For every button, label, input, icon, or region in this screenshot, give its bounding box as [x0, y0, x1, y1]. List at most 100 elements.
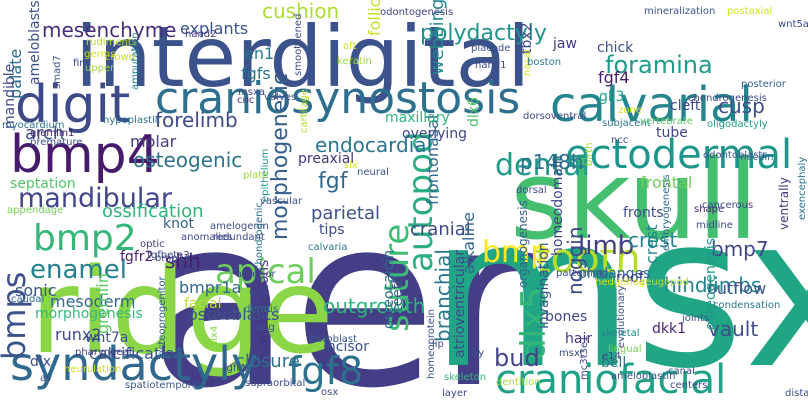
- word-homeoprotein: homeoprotein: [426, 309, 437, 379]
- word-ectodermal: ectodermal: [565, 132, 792, 178]
- word-digit: digit: [15, 75, 130, 135]
- word-shape: shape: [694, 204, 724, 215]
- word-ray: ray: [468, 348, 484, 359]
- word-hand1: hand1: [475, 60, 507, 71]
- word-fin: fin: [73, 58, 86, 69]
- word-facial: facial: [184, 296, 222, 312]
- word-osteogenesis: osteogenesis: [703, 238, 719, 330]
- word-lingual: lingual: [608, 344, 642, 355]
- word-rudiments: rudiments: [86, 37, 137, 48]
- word-molar: molar: [130, 132, 177, 151]
- word-nog: nog: [256, 322, 275, 333]
- word-outflow: outflow: [707, 279, 766, 298]
- word-ridge: ridge: [30, 242, 334, 380]
- word-fgfr1: fgfr1: [223, 363, 247, 374]
- word-fgfr2: fgfr2: [120, 249, 153, 265]
- word-crown: crown: [105, 52, 135, 63]
- word-wnt7a: wnt7a: [85, 330, 128, 346]
- word-en1: en1: [244, 44, 274, 63]
- word-dental: dental: [495, 148, 590, 183]
- word-nasal: nasal: [522, 49, 533, 76]
- word-overlying: overlying: [402, 126, 467, 142]
- word-fgf4: fgf4: [598, 68, 630, 87]
- word-branchial: branchial: [431, 249, 455, 342]
- word-endocardial: endocardial: [315, 133, 432, 157]
- word-smoothened: smoothened: [293, 14, 304, 76]
- word-odontogenesis: odontogenesis: [380, 7, 453, 18]
- word-fgf: fgf: [318, 169, 349, 194]
- word-upper: upper: [85, 63, 115, 74]
- word-bmp2: bmp2: [33, 218, 137, 259]
- word-centers: centers: [670, 380, 707, 391]
- word-ameloblasts: ameloblasts: [27, 0, 43, 85]
- word-calvaria: calvaria: [308, 242, 347, 253]
- word-skeleton: skeleton: [444, 372, 486, 383]
- word-syndactyly: syndactyly: [10, 337, 258, 391]
- word-ossification: ossification: [102, 201, 204, 222]
- word-necdin: necdin: [740, 152, 773, 163]
- word-interdigital: interdigital: [75, 8, 530, 106]
- word-phalanges: phalanges: [578, 266, 650, 282]
- word-fronts: fronts: [623, 205, 664, 221]
- word-hypoplastic: hypoplastic: [103, 115, 160, 126]
- word-birth: birth: [584, 143, 595, 167]
- word-dlx6: dlx6: [466, 97, 482, 127]
- word-dkk1: dkk1: [652, 321, 686, 337]
- word-gremlin1: gremlin1: [30, 128, 74, 139]
- word-germs: germs: [84, 49, 115, 60]
- word-closure: closure: [235, 351, 300, 372]
- word-crest: crest: [628, 228, 678, 252]
- word-bmps: bmps: [0, 272, 33, 360]
- word-subjacent: subjacent: [602, 118, 651, 129]
- word-autopod: autopod: [401, 132, 441, 272]
- word-incisor: incisor: [323, 339, 369, 355]
- word-dorsoventral: dorsoventral: [523, 111, 586, 122]
- word-arch: arch: [25, 123, 64, 144]
- word-postaxial: postaxial: [727, 6, 772, 17]
- word-bmpr1a: bmpr1a: [179, 278, 241, 297]
- word-dlx: dlx: [30, 354, 51, 370]
- word-zone: zone: [618, 105, 642, 116]
- word-bones: bones: [545, 309, 587, 325]
- word-exencephaly: exencephaly: [797, 157, 808, 220]
- word-osx: osx: [321, 387, 338, 398]
- word-tbx2: tbx2: [519, 22, 535, 54]
- word-appendage: appendage: [7, 205, 63, 216]
- word-aer: aer: [148, 167, 534, 404]
- word-foramina: foramina: [605, 51, 713, 79]
- word-tooth: tooth: [535, 236, 641, 282]
- word-organogenesis: organogenesis: [516, 200, 530, 288]
- word-msxc: msxc: [559, 348, 585, 359]
- word-dorsal: dorsal: [516, 185, 547, 196]
- word-mesenchyme: mesenchyme: [42, 18, 176, 42]
- word-bud: bud: [494, 344, 540, 372]
- word-bmp: bmp: [482, 235, 549, 270]
- word-joints: joints: [681, 313, 709, 324]
- word-layer: layer: [442, 388, 468, 399]
- word-malformations: malformations: [256, 260, 272, 361]
- word-morphogenetic: morphogenetic: [268, 73, 293, 240]
- word-osteoblasts: osteoblasts: [188, 305, 279, 324]
- word-hair: hair: [565, 331, 592, 347]
- word-suture: suture: [377, 224, 417, 332]
- word-follicle: follicle: [365, 0, 384, 36]
- word-dermis: dermis: [244, 304, 278, 315]
- word-mandibular: mandibular: [18, 183, 173, 214]
- word-parietal: parietal: [311, 203, 380, 224]
- word-anterior: anterior: [236, 269, 277, 280]
- word-mandible: mandible: [2, 64, 18, 129]
- word-osteogenic: osteogenic: [133, 148, 242, 172]
- word-alx4: alx4: [209, 326, 220, 347]
- word-mesoderm: mesoderm: [50, 292, 135, 311]
- word-zeugopod: zeugopod: [640, 277, 689, 288]
- word-roof: roof: [616, 270, 645, 286]
- word-six: six: [344, 160, 358, 171]
- word-skull: skull: [510, 136, 758, 264]
- word-cushion: cushion: [262, 0, 339, 23]
- word-neurulation: neurulation: [64, 364, 121, 375]
- word-ncc: ncc: [611, 135, 628, 146]
- word-cartilage: cartilage: [299, 89, 310, 133]
- word-osteocalcin: osteocalcin: [381, 250, 397, 329]
